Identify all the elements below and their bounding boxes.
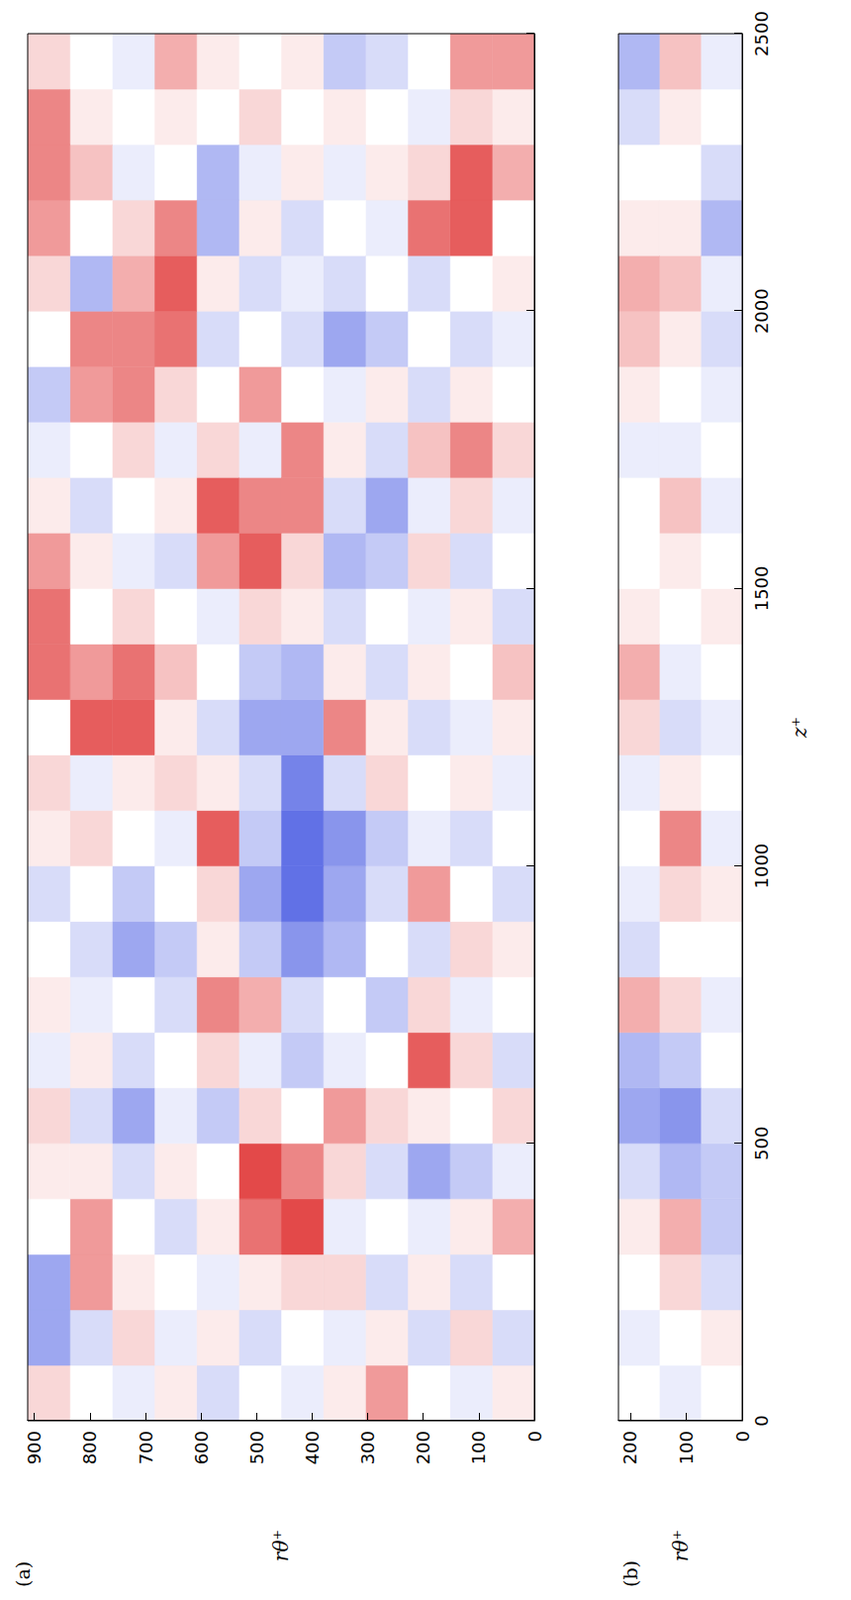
- svg-text:1000: 1000: [751, 843, 772, 889]
- svg-text:800: 800: [79, 1429, 100, 1464]
- svg-text:400: 400: [301, 1429, 323, 1464]
- svg-text:rθ⁺: rθ⁺: [269, 1528, 293, 1561]
- svg-text:500: 500: [246, 1429, 268, 1464]
- svg-text:2500: 2500: [751, 10, 772, 57]
- svg-text:0: 0: [751, 1414, 772, 1425]
- svg-text:100: 100: [468, 1429, 489, 1464]
- svg-text:0: 0: [524, 1429, 546, 1441]
- svg-text:900: 900: [23, 1429, 45, 1464]
- svg-text:500: 500: [751, 1126, 772, 1160]
- svg-text:rθ⁺: rθ⁺: [668, 1528, 693, 1561]
- svg-text:0: 0: [732, 1429, 754, 1441]
- svg-text:600: 600: [190, 1429, 212, 1464]
- svg-text:200: 200: [412, 1429, 434, 1464]
- svg-text:700: 700: [135, 1429, 157, 1464]
- svg-text:200: 200: [619, 1429, 641, 1464]
- svg-text:100: 100: [675, 1429, 697, 1464]
- svg-text:z⁺: z⁺: [787, 716, 812, 739]
- svg-text:(a): (a): [11, 1560, 34, 1587]
- svg-text:300: 300: [357, 1429, 379, 1464]
- svg-text:(b): (b): [619, 1559, 642, 1587]
- svg-text:1500: 1500: [751, 565, 772, 611]
- svg-text:2000: 2000: [751, 287, 772, 334]
